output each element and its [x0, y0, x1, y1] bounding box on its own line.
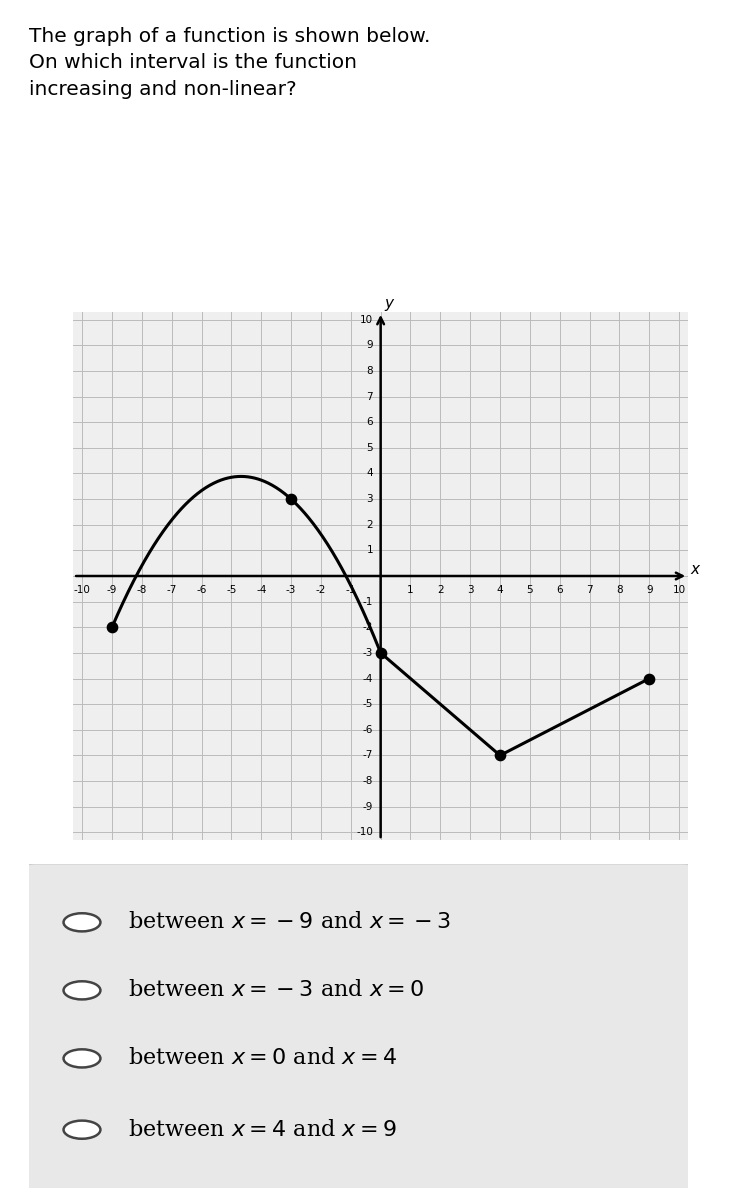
Text: between $x = 4$ and $x = 9$: between $x = 4$ and $x = 9$ [128, 1118, 397, 1141]
Text: -4: -4 [256, 584, 266, 595]
Text: -6: -6 [363, 725, 373, 734]
Text: 4: 4 [497, 584, 504, 595]
Text: -2: -2 [363, 623, 373, 632]
Text: 10: 10 [360, 314, 373, 325]
Point [494, 746, 506, 766]
Text: between $x = -3$ and $x = 0$: between $x = -3$ and $x = 0$ [128, 979, 425, 1001]
Point [285, 490, 297, 509]
Circle shape [64, 982, 100, 1000]
Text: 6: 6 [556, 584, 563, 595]
Circle shape [64, 913, 100, 931]
Text: 9: 9 [367, 341, 373, 350]
Text: $y$: $y$ [384, 298, 395, 313]
Point [106, 618, 118, 637]
Text: 7: 7 [586, 584, 593, 595]
Text: 2: 2 [367, 520, 373, 529]
Text: -10: -10 [356, 827, 373, 838]
Circle shape [64, 1049, 100, 1068]
Text: The graph of a function is shown below.
On which interval is the function
increa: The graph of a function is shown below. … [29, 26, 430, 98]
FancyBboxPatch shape [23, 864, 695, 1192]
Text: 8: 8 [367, 366, 373, 376]
Text: -9: -9 [107, 584, 117, 595]
Text: -1: -1 [346, 584, 356, 595]
Text: -7: -7 [166, 584, 177, 595]
Point [643, 668, 655, 688]
Circle shape [64, 1121, 100, 1139]
Text: 1: 1 [367, 545, 373, 556]
Text: 5: 5 [367, 443, 373, 452]
Text: -1: -1 [363, 596, 373, 607]
Text: -8: -8 [363, 776, 373, 786]
Text: between $x = -9$ and $x = -3$: between $x = -9$ and $x = -3$ [128, 911, 452, 934]
Text: 5: 5 [526, 584, 533, 595]
Text: -3: -3 [286, 584, 296, 595]
Text: 4: 4 [367, 468, 373, 479]
Text: -10: -10 [74, 584, 91, 595]
Text: 3: 3 [467, 584, 474, 595]
Text: 8: 8 [616, 584, 623, 595]
Text: 1: 1 [407, 584, 414, 595]
Text: -8: -8 [137, 584, 147, 595]
Text: -4: -4 [363, 673, 373, 684]
Text: $x$: $x$ [690, 563, 701, 576]
Text: -7: -7 [363, 750, 373, 761]
Text: 10: 10 [673, 584, 686, 595]
Text: 7: 7 [367, 391, 373, 402]
Text: 2: 2 [437, 584, 444, 595]
Text: between $x = 0$ and $x = 4$: between $x = 0$ and $x = 4$ [128, 1048, 397, 1069]
Text: -5: -5 [363, 700, 373, 709]
Text: 9: 9 [646, 584, 653, 595]
Text: -2: -2 [315, 584, 326, 595]
Text: -3: -3 [363, 648, 373, 658]
Text: -9: -9 [363, 802, 373, 811]
Text: 3: 3 [367, 494, 373, 504]
Text: 6: 6 [367, 418, 373, 427]
Text: -5: -5 [226, 584, 236, 595]
Point [375, 643, 386, 662]
Text: -6: -6 [196, 584, 206, 595]
